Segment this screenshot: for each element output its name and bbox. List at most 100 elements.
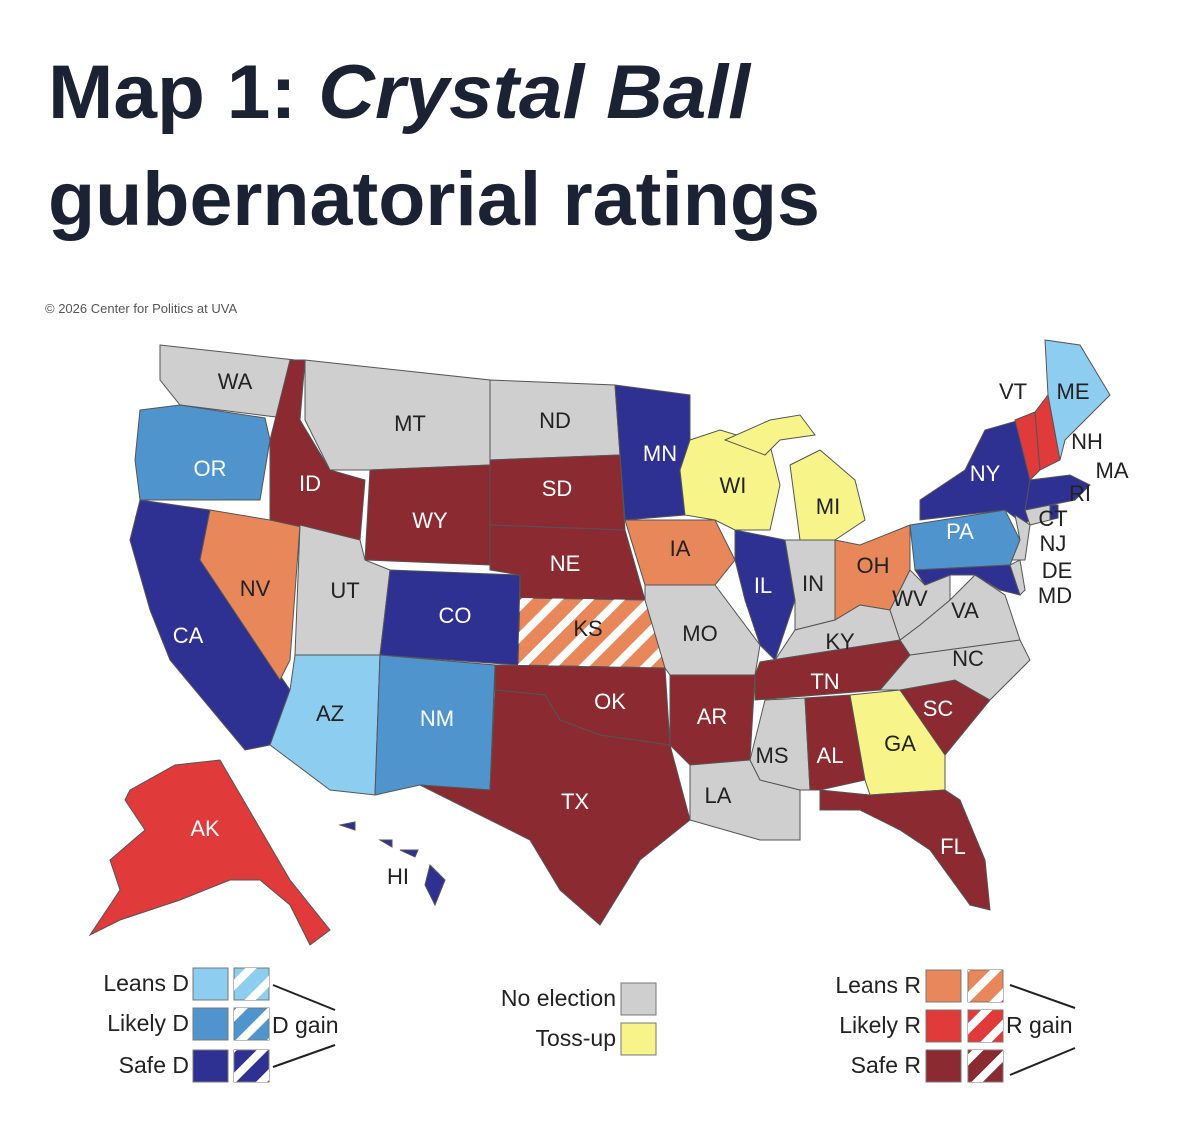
state-label: AL [817, 743, 844, 768]
state-shape [419, 689, 691, 926]
state-shape [819, 789, 991, 911]
state-shape [723, 414, 816, 456]
state-shape [338, 821, 356, 831]
state-shape [804, 694, 866, 791]
legend-hatch [968, 970, 1003, 1002]
legend-gain-label: D gain [272, 1012, 338, 1038]
state-shape [1009, 559, 1026, 596]
state-label: WI [720, 473, 747, 498]
state-label: AK [190, 816, 220, 841]
state-label: MS [756, 743, 789, 768]
state-label: WY [412, 508, 448, 533]
states [88, 339, 1111, 946]
legend-hatch [234, 1008, 269, 1040]
state-label: NV [240, 576, 271, 601]
state-shape [134, 404, 271, 501]
legend-swatch [192, 967, 229, 1001]
legend-bracket [272, 1044, 336, 1068]
state-label: NC [952, 646, 984, 671]
state-shape [1011, 513, 1031, 561]
legend-label: Leans R [835, 972, 921, 998]
state-shape [424, 864, 446, 907]
state-label: VA [951, 598, 979, 623]
state-shape [269, 359, 366, 541]
state-shape [889, 569, 951, 641]
state-label: ND [539, 408, 571, 433]
state-label: NJ [1040, 531, 1067, 556]
state-label: AZ [316, 701, 344, 726]
title-italic: Crystal Ball [318, 50, 752, 135]
legend-hatch [234, 968, 269, 1000]
legend-swatch [620, 982, 657, 1016]
state-label: CA [173, 623, 204, 648]
legend-label: Safe R [851, 1052, 921, 1078]
state-label: OH [857, 553, 890, 578]
legend-swatch [620, 1022, 657, 1056]
state-label: IL [754, 573, 772, 598]
state-label: WA [218, 369, 253, 394]
legend-label: Likely R [839, 1012, 921, 1038]
state-label: OK [594, 689, 626, 714]
state-label: CO [439, 603, 472, 628]
legend-swatch [925, 969, 962, 1003]
copyright: © 2026 Center for Politics at UVA [45, 301, 237, 316]
state-shape [1049, 504, 1059, 521]
state-label: NH [1071, 429, 1103, 454]
state-label: MT [394, 411, 426, 436]
state-label: GA [884, 731, 916, 756]
legend-swatch [192, 1007, 229, 1041]
legend-hatch [234, 1050, 269, 1082]
state-label: TN [810, 669, 839, 694]
state-label: PA [946, 519, 974, 544]
legend-swatch [925, 1009, 962, 1043]
state-label: FL [940, 834, 966, 859]
state-label: ID [299, 471, 321, 496]
title-prefix: Map 1: [48, 50, 296, 135]
state-shape [378, 839, 393, 848]
legend-swatch [192, 1049, 229, 1083]
gain-hatch [518, 598, 665, 668]
legend-label: Toss-up [535, 1025, 616, 1051]
state-label: MI [816, 494, 840, 519]
state-label: NY [970, 461, 1001, 486]
state-label: UT [330, 578, 359, 603]
state-label: MN [643, 441, 677, 466]
legend-swatch [925, 1049, 962, 1083]
state-label: MO [682, 621, 717, 646]
state-label: CT [1038, 506, 1067, 531]
state-label: IA [670, 536, 691, 561]
state-labels: WA OR CA NV ID MT WY UT CO AZ NM ND SD NE KS OK TX MN IA MO… [173, 369, 1129, 889]
state-label: SC [923, 696, 954, 721]
state-label: NE [550, 551, 581, 576]
state-label: RI [1069, 481, 1091, 506]
state-label: DE [1042, 558, 1073, 583]
state-label: TX [561, 789, 589, 814]
state-label: NM [420, 706, 454, 731]
state-shape [399, 849, 419, 858]
state-shape [624, 519, 736, 586]
state-label: KS [573, 616, 602, 641]
state-label: LA [705, 783, 732, 808]
title-line-2: gubernatorial ratings [48, 157, 820, 242]
state-label: HI [387, 864, 409, 889]
state-label: AR [697, 704, 728, 729]
state-shape [1024, 474, 1091, 511]
legend-bracket [1009, 984, 1076, 1009]
state-label: ME [1057, 379, 1090, 404]
legend-bracket [1009, 1047, 1076, 1076]
legend-hatch [968, 1010, 1003, 1042]
state-label: IN [802, 571, 824, 596]
state-label: WV [892, 586, 928, 611]
legend-label: Safe D [119, 1052, 189, 1078]
state-shape [1044, 339, 1111, 461]
title-line-1: Map 1: Crystal Ball [48, 50, 752, 135]
state-label: MD [1038, 583, 1072, 608]
legend-bracket [272, 984, 336, 1011]
legend-gain-label: R gain [1006, 1012, 1072, 1038]
state-label: OR [194, 456, 227, 481]
state-label: KY [825, 629, 855, 654]
legend-label: Likely D [107, 1010, 189, 1036]
state-label: VT [999, 379, 1027, 404]
